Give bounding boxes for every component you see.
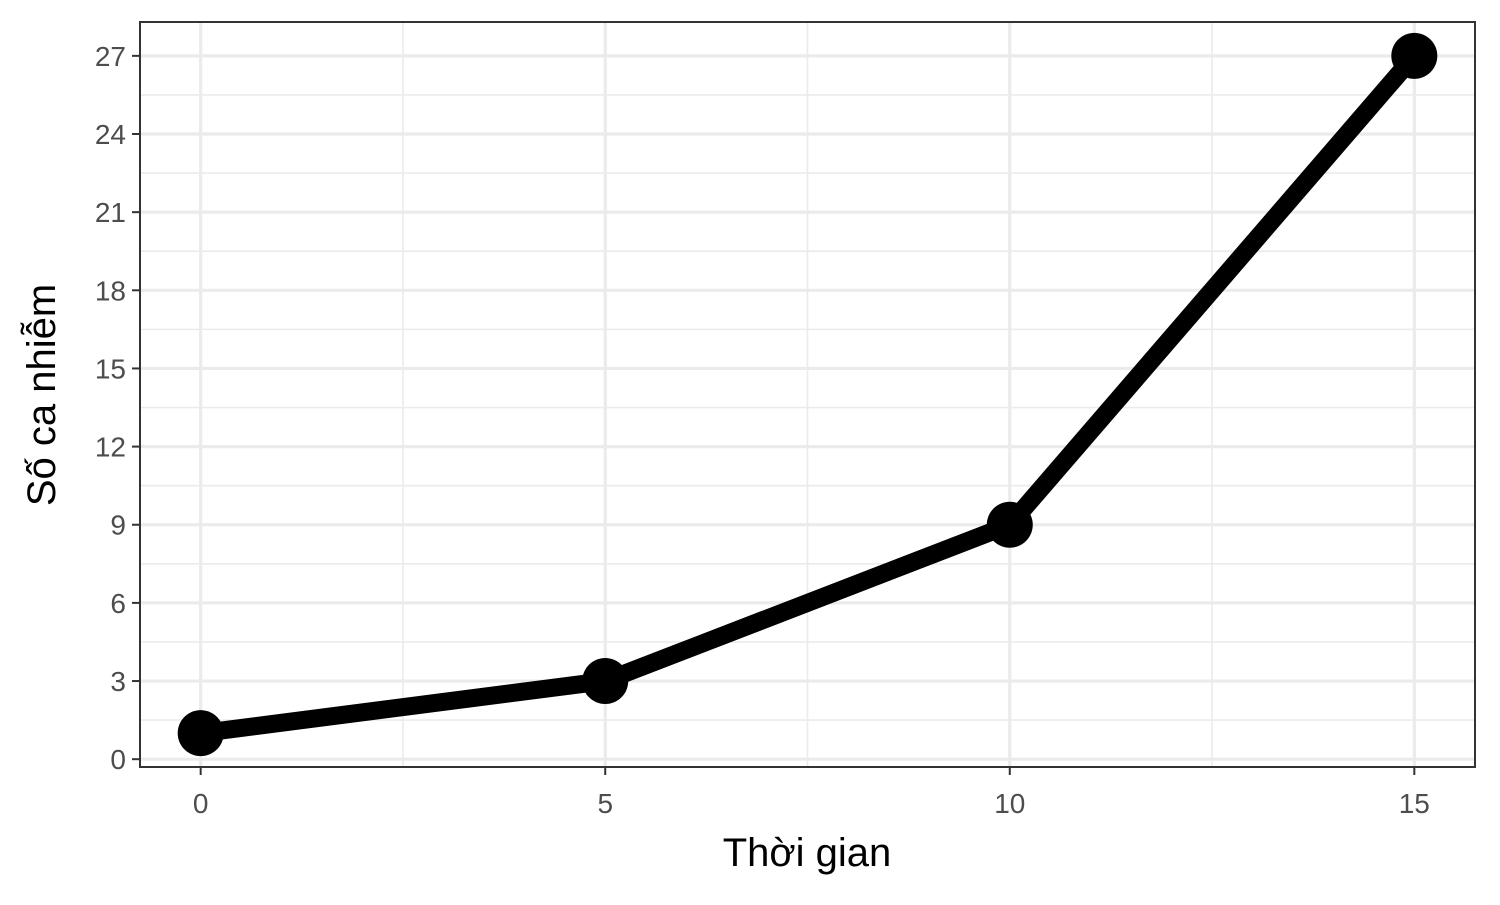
y-tick-label: 18 xyxy=(95,275,126,306)
y-axis-title: Số ca nhiễm xyxy=(19,284,64,506)
y-tick-label: 21 xyxy=(95,197,126,228)
grid xyxy=(140,22,1475,767)
axes: 0 3 6 9 12 15 18 21 24 27 0 5 10 15 xyxy=(95,41,1430,819)
y-tick-label: 9 xyxy=(110,510,126,541)
panel-border xyxy=(139,21,1476,768)
y-tick-label: 3 xyxy=(110,666,126,697)
data-point xyxy=(1391,32,1438,79)
x-tick-label: 15 xyxy=(1399,788,1430,819)
y-tick-label: 0 xyxy=(110,744,126,775)
data-point xyxy=(582,658,629,705)
y-tick-label: 6 xyxy=(110,588,126,619)
y-tick-label: 12 xyxy=(95,432,126,463)
y-tick-label: 24 xyxy=(95,119,126,150)
x-tick-label: 0 xyxy=(193,788,209,819)
data-point xyxy=(986,501,1033,548)
data-point xyxy=(177,710,224,757)
x-axis-title: Thời gian xyxy=(723,831,892,875)
series-line xyxy=(199,49,1422,743)
y-tick-label: 15 xyxy=(95,353,126,384)
y-tick-label: 27 xyxy=(95,41,126,72)
x-tick-label: 10 xyxy=(994,788,1025,819)
x-tick-label: 5 xyxy=(597,788,613,819)
plot-area xyxy=(177,32,1438,757)
